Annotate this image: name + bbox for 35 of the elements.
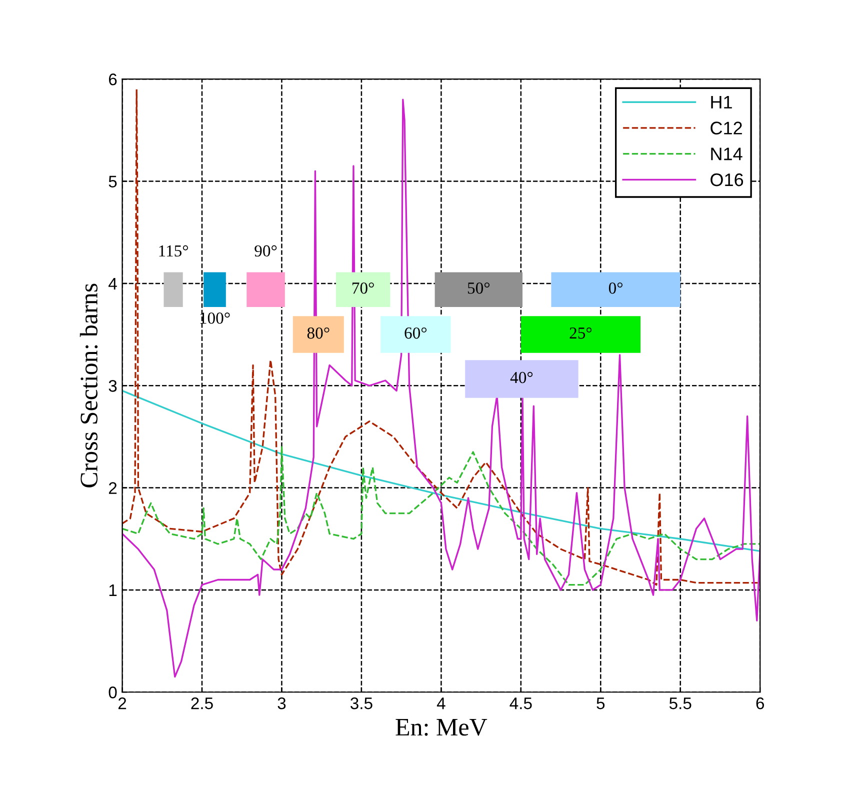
y-tick-label: 2 (108, 482, 117, 494)
y-tick-label: 4 (108, 278, 117, 290)
legend-label: H1 (711, 96, 732, 108)
band-label: 0° (608, 282, 622, 294)
band-label: 50° (468, 282, 490, 294)
band-label: 60° (404, 327, 427, 339)
band-label: 90° (254, 245, 277, 257)
band-label: 115° (159, 245, 188, 257)
y-tick-label: 1 (109, 584, 117, 596)
y-tick-label: 5 (108, 176, 117, 188)
y-tick-label: 0 (108, 686, 117, 698)
line-series (122, 446, 760, 586)
x-tick-label: 3.5 (350, 697, 372, 710)
x-tick-label: 5 (596, 698, 605, 710)
legend-label: O16 (710, 173, 744, 186)
y-tick-label: 6 (108, 74, 117, 86)
x-tick-label: 3 (278, 697, 286, 710)
line-series (122, 390, 760, 552)
y-axis-title: Cross Section: barns (80, 284, 98, 488)
x-axis-title: En: MeV (396, 719, 488, 736)
x-tick-label: 4.5 (510, 698, 532, 710)
x-tick-label: 4 (436, 698, 446, 710)
legend-label: N14 (711, 148, 742, 160)
x-tick-label: 2 (118, 697, 126, 710)
band-label: 40° (510, 372, 533, 384)
band-label: 70° (352, 282, 374, 294)
x-tick-label: 6 (756, 697, 764, 710)
line-series (122, 88, 760, 586)
x-tick-label: 2.5 (191, 697, 213, 710)
band-label: 25° (570, 327, 592, 339)
y-tick-label: 3 (108, 380, 117, 392)
legend-label: C12 (710, 122, 742, 134)
band-label: 100° (200, 312, 230, 324)
x-tick-label: 5.5 (669, 698, 692, 710)
band-label: 80° (307, 327, 330, 339)
